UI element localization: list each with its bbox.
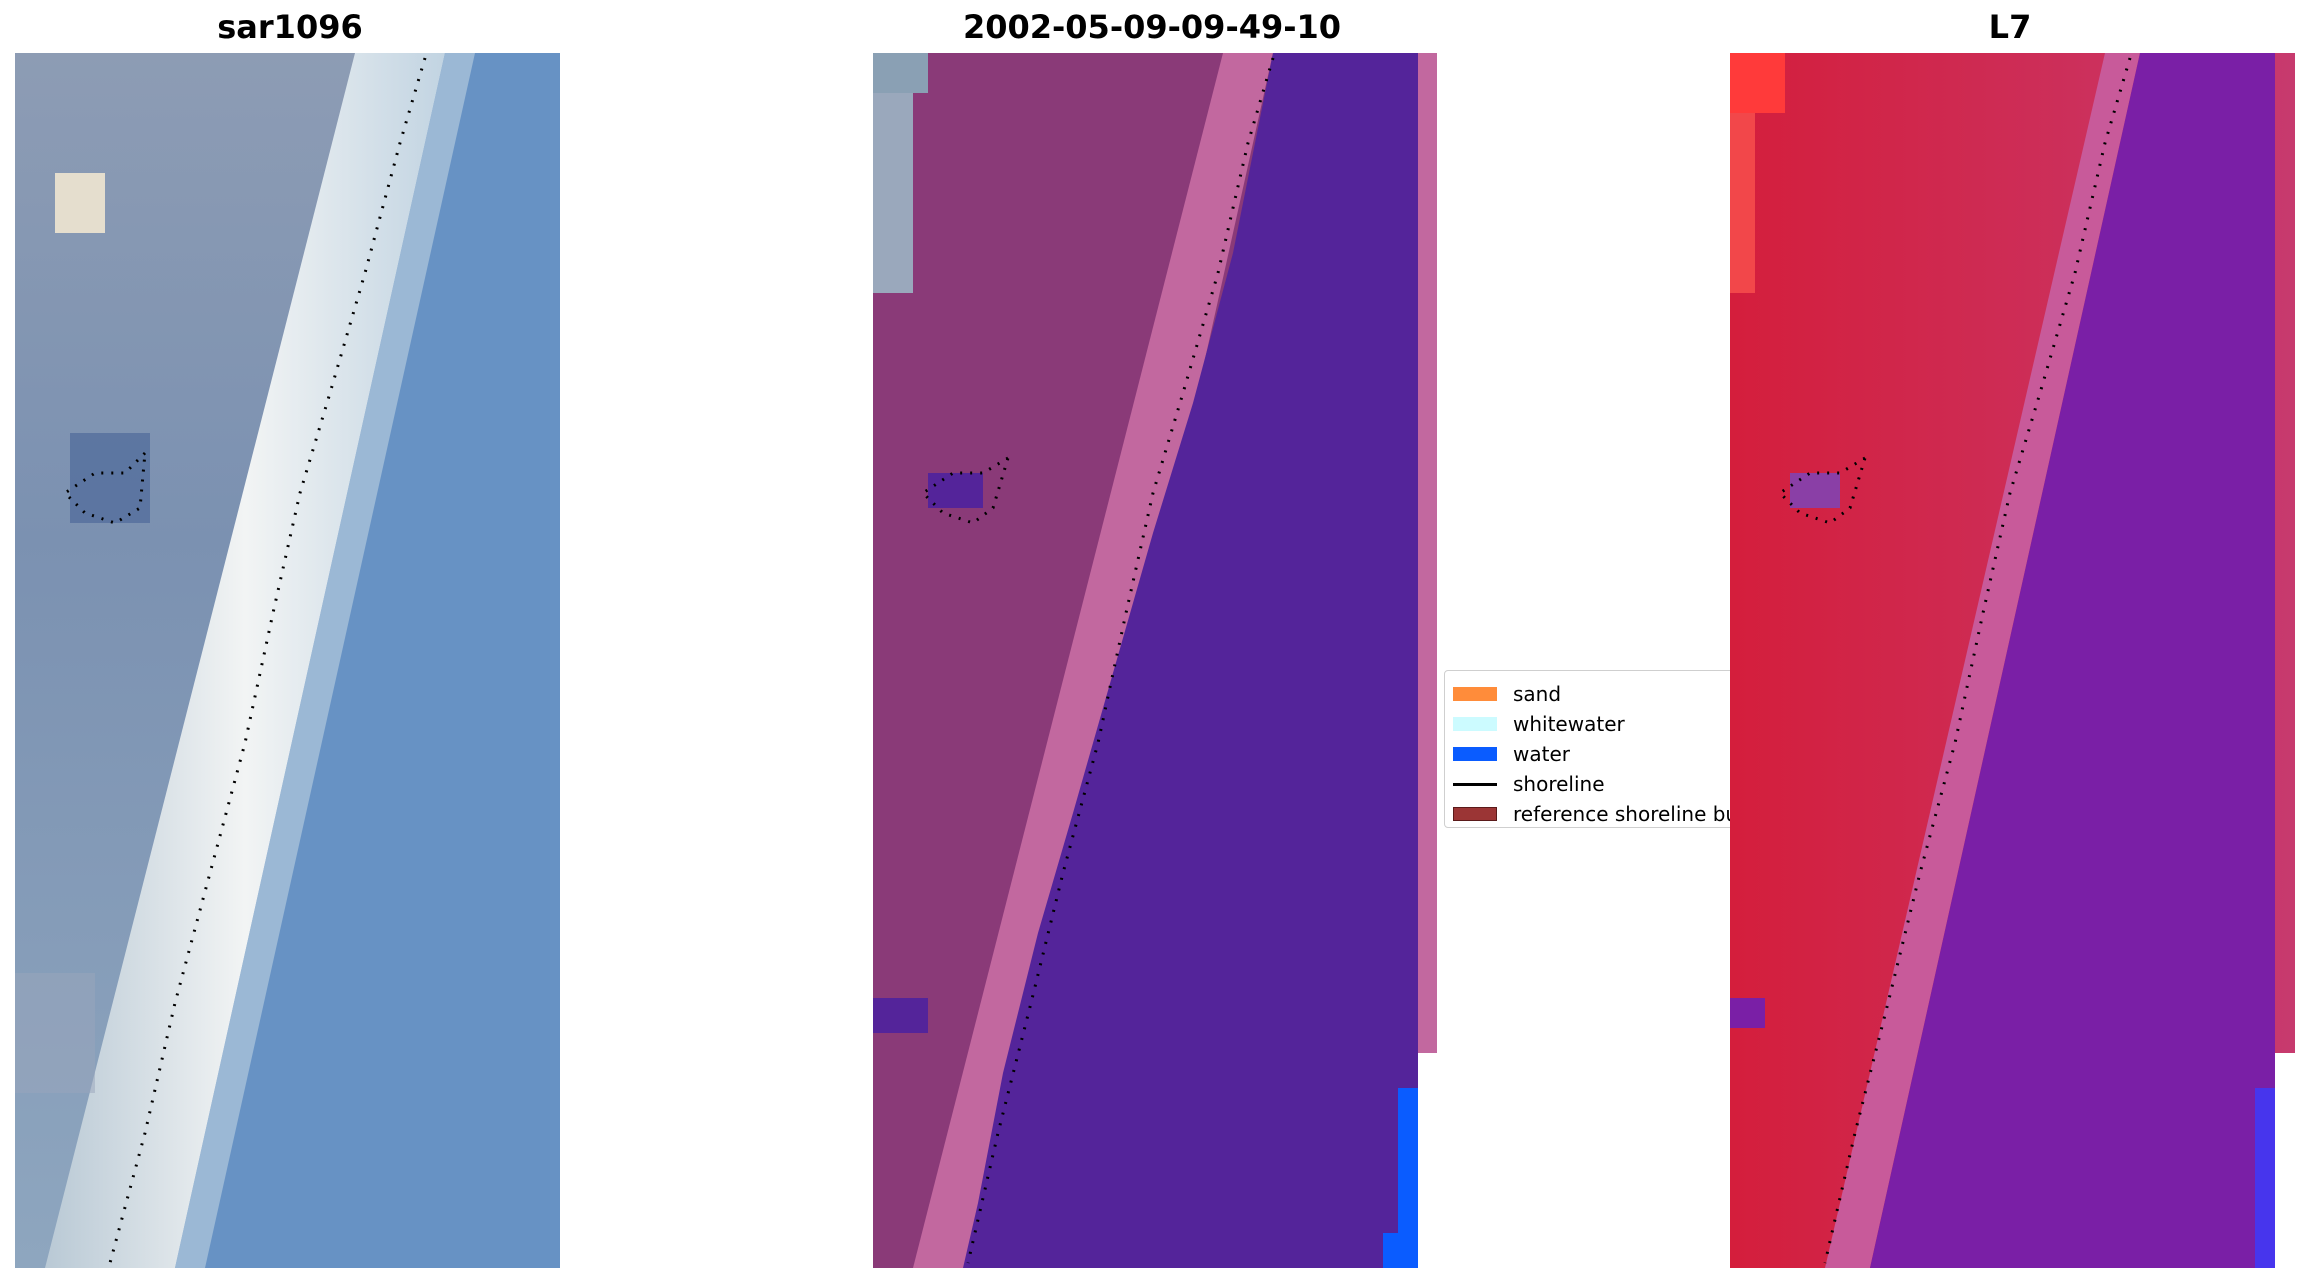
rgb-image-panel [15,53,560,1268]
legend-swatch-water [1453,747,1497,761]
legend-entry-shoreline: shoreline [1453,769,1733,799]
legend-swatch-sand [1453,687,1497,701]
index-image-panel [1730,53,2295,1268]
legend-label-reference-shoreline-buffer: reference shoreline buffer [1513,802,1773,826]
legend: sand whitewater water shoreline referenc… [1444,670,1772,829]
classification-image [873,53,1437,1268]
legend-entry-sand: sand [1453,679,1733,709]
legend-label-whitewater: whitewater [1513,712,1625,736]
panel-title-index: L7 [1988,8,2032,46]
rgb-image [15,53,560,1268]
legend-entry-reference-shoreline-buffer: reference shoreline buffer [1453,799,1772,829]
panel-title-classification: 2002-05-09-09-49-10 [962,8,1342,46]
legend-label-water: water [1513,742,1570,766]
panel-title-rgb: sar1096 [217,8,363,46]
index-image [1730,53,2295,1268]
legend-line-shoreline [1453,782,1497,786]
legend-entry-whitewater: whitewater [1453,709,1733,739]
legend-swatch-reference-buffer [1453,807,1497,821]
classification-panel [873,53,1437,1268]
legend-label-shoreline: shoreline [1513,772,1605,796]
legend-label-sand: sand [1513,682,1562,706]
legend-entry-water: water [1453,739,1733,769]
legend-swatch-whitewater [1453,717,1497,731]
